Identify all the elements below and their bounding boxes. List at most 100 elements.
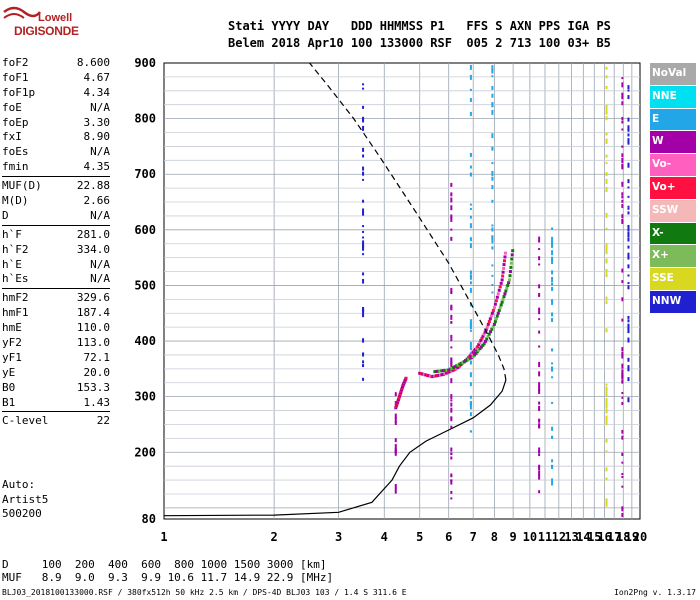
auto-scaling-info: Auto: Artist5 500200 bbox=[2, 478, 48, 522]
param-row: foF1p 4.34 bbox=[2, 86, 110, 101]
param-row: hmF2 329.6 bbox=[2, 291, 110, 306]
noise-echo bbox=[450, 321, 453, 324]
x-trace-point bbox=[486, 335, 490, 339]
noise-echo bbox=[491, 109, 494, 115]
noise-echo bbox=[627, 274, 630, 277]
param-label: foE bbox=[2, 100, 22, 114]
noise-echo bbox=[394, 413, 397, 419]
noise-echo bbox=[450, 358, 453, 363]
param-label: foEp bbox=[2, 115, 29, 129]
header-values: Belem 2018 Apr10 100 133000 RSF 005 2 71… bbox=[228, 36, 611, 50]
legend-item-nne: NNE bbox=[650, 85, 696, 108]
noise-echo bbox=[605, 85, 608, 89]
o-trace-point bbox=[441, 372, 445, 376]
x-trace-point bbox=[473, 353, 477, 357]
x-trace-point bbox=[509, 261, 513, 265]
noise-echo bbox=[551, 236, 554, 242]
param-value: 22 bbox=[96, 414, 110, 428]
param-row: B1 1.43 bbox=[2, 396, 110, 411]
noise-echo bbox=[605, 273, 608, 278]
x-trace-point bbox=[506, 283, 510, 287]
x-trace-point bbox=[445, 368, 449, 372]
o-trace-point bbox=[451, 368, 455, 372]
noise-echo bbox=[394, 421, 397, 426]
noise-echo bbox=[621, 391, 624, 394]
noise-echo bbox=[491, 93, 494, 98]
muf-distance-row: D 100 200 400 600 800 1000 1500 3000 [km… bbox=[2, 558, 327, 571]
o-trace-point bbox=[503, 251, 507, 255]
o-trace-point bbox=[501, 274, 505, 278]
x-trace-point bbox=[499, 303, 503, 307]
noise-echo bbox=[469, 382, 472, 387]
noise-echo bbox=[621, 120, 624, 124]
x-trace-point bbox=[447, 368, 451, 372]
noise-echo bbox=[538, 294, 541, 297]
o-trace-point bbox=[496, 292, 500, 296]
x-trace-point bbox=[500, 300, 504, 304]
noise-echo bbox=[621, 430, 624, 433]
noise-echo bbox=[538, 361, 541, 367]
noise-echo bbox=[362, 211, 365, 216]
o-trace-point bbox=[419, 372, 423, 376]
noise-echo bbox=[621, 128, 624, 131]
param-label: foF2 bbox=[2, 56, 29, 69]
noise-echo bbox=[627, 85, 630, 90]
noise-echo bbox=[362, 208, 365, 211]
x-trace-point bbox=[483, 339, 487, 343]
noise-echo bbox=[621, 473, 624, 476]
noise-echo bbox=[491, 227, 494, 232]
noise-echo bbox=[627, 256, 630, 260]
o-trace-point bbox=[480, 336, 484, 340]
noise-echo bbox=[450, 236, 453, 241]
noise-echo bbox=[450, 360, 453, 366]
x-tick-label: 19 bbox=[625, 530, 639, 544]
noise-echo bbox=[605, 172, 608, 175]
noise-echo bbox=[627, 125, 630, 131]
noise-echo bbox=[469, 329, 472, 332]
noise-echo bbox=[551, 282, 554, 286]
param-row: h`E N/A bbox=[2, 258, 110, 273]
noise-echo bbox=[450, 228, 453, 231]
noise-echo bbox=[469, 88, 472, 91]
noise-echo bbox=[491, 133, 494, 139]
param-value: 3.30 bbox=[83, 115, 111, 129]
x-tick-label: 20 bbox=[633, 530, 647, 544]
noise-echo bbox=[605, 249, 608, 255]
x-trace-point bbox=[448, 367, 452, 371]
param-row: fxI 8.90 bbox=[2, 130, 110, 145]
noise-echo bbox=[627, 95, 630, 100]
noise-echo bbox=[469, 243, 472, 249]
noise-echo bbox=[450, 399, 453, 402]
o-trace-point bbox=[418, 371, 422, 375]
o-trace-point bbox=[476, 345, 480, 349]
x-trace-point bbox=[496, 311, 500, 315]
plot-frame bbox=[163, 62, 641, 520]
param-label: hmF2 bbox=[2, 291, 29, 305]
param-value: N/A bbox=[90, 145, 110, 159]
x-tick-label: 11 bbox=[538, 530, 552, 544]
noise-echo bbox=[621, 157, 624, 163]
noise-echo bbox=[621, 153, 624, 158]
auto-code: 500200 bbox=[2, 507, 42, 521]
noise-echo bbox=[469, 319, 472, 325]
noise-echo bbox=[551, 317, 554, 322]
noise-echo bbox=[450, 497, 453, 500]
param-value: 72.1 bbox=[83, 350, 111, 364]
noise-echo bbox=[469, 215, 472, 219]
noise-echo bbox=[362, 166, 365, 171]
x-tick-label: 10 bbox=[523, 530, 537, 544]
noise-echo bbox=[605, 403, 608, 409]
param-label: h`F bbox=[2, 227, 22, 241]
noise-echo bbox=[627, 264, 630, 269]
param-label: B1 bbox=[2, 395, 16, 409]
noise-echo bbox=[450, 339, 453, 342]
noise-echo bbox=[627, 129, 630, 132]
noise-echo bbox=[551, 459, 554, 463]
noise-echo bbox=[469, 64, 472, 70]
noise-echo bbox=[551, 270, 554, 275]
noise-echo bbox=[538, 447, 541, 453]
noise-echo bbox=[621, 163, 624, 169]
noise-echo bbox=[538, 466, 541, 471]
noise-echo bbox=[450, 479, 453, 485]
noise-echo bbox=[605, 408, 608, 414]
